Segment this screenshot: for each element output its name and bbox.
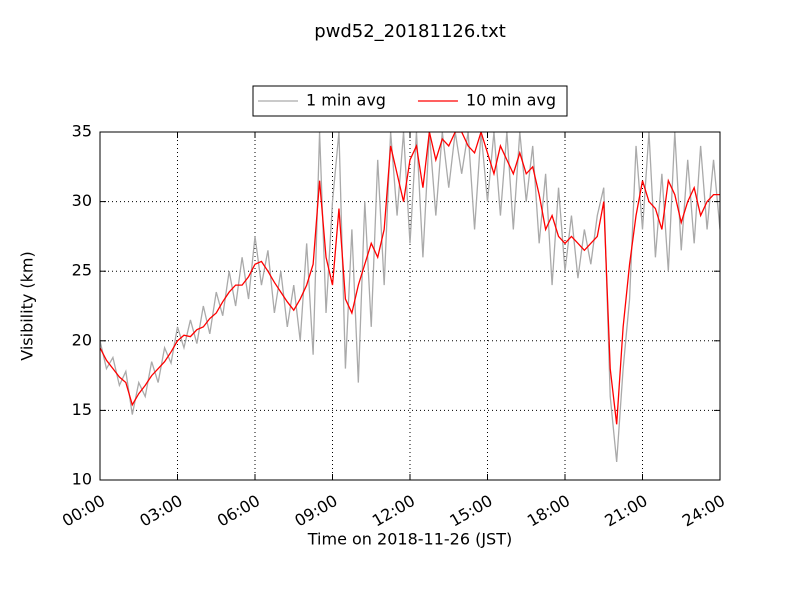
y-tick-label: 25 [72,261,92,280]
series-line [100,132,720,425]
y-tick-label: 10 [72,470,92,489]
y-axis-label: Visibility (km) [18,251,37,360]
y-tick-label: 15 [72,400,92,419]
chart-title: pwd52_20181126.txt [314,21,506,42]
legend [252,85,568,117]
legend-label: 1 min avg [306,91,386,110]
y-tick-label: 35 [72,122,92,141]
legend-label: 10 min avg [466,91,556,110]
series-line [100,132,720,462]
y-tick-label: 30 [72,191,92,210]
y-tick-label: 20 [72,330,92,349]
x-axis-label: Time on 2018-11-26 (JST) [307,530,512,549]
